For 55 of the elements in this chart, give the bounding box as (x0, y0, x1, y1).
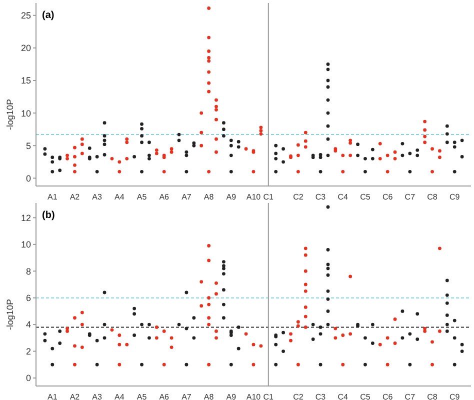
x-tick-label: A7 (182, 192, 192, 202)
x-tick-label: C2 (293, 392, 304, 400)
x-tick-label: C9 (449, 192, 460, 202)
x-tick-label: C7 (404, 192, 416, 202)
x-tick-label: C1 (263, 192, 274, 202)
x-tick-label: A8 (204, 392, 214, 400)
x-tick-label: A2 (70, 392, 80, 400)
annotation: (a) (42, 10, 54, 21)
y-tick-label: 8 (26, 266, 31, 276)
x-tick-label: C9 (449, 392, 460, 400)
x-tick-label: A1 (47, 192, 58, 202)
x-tick-label: A1 (47, 392, 58, 400)
y-tick-label: 6 (26, 293, 31, 304)
x-tick-label: C5 (360, 192, 371, 202)
x-tick-label: C2 (293, 192, 304, 202)
x-tick-label: A10 (246, 192, 262, 202)
x-tick-label: C6 (382, 392, 394, 400)
y-tick-label: 2 (26, 346, 31, 356)
y-axis-title: -log10P (5, 298, 16, 330)
x-tick-label: A7 (182, 392, 192, 400)
annotation: (b) (42, 210, 55, 221)
y-tick-label: 25 (20, 10, 31, 21)
y-tick-label: 5 (26, 140, 31, 151)
y-axis-title: -log10P (5, 98, 16, 130)
x-tick-label: A5 (136, 392, 148, 400)
x-tick-label: A3 (92, 392, 103, 400)
x-tick-label: A4 (114, 392, 125, 400)
x-tick-label: C4 (338, 392, 349, 400)
x-tick-label: A9 (226, 392, 237, 400)
x-tick-label: A10 (246, 392, 262, 400)
x-tick-label: C3 (315, 392, 326, 400)
y-tick-label: 10 (20, 240, 31, 250)
y-tick-label: 15 (20, 76, 31, 86)
x-tick-label: A5 (136, 192, 148, 202)
y-tick-label: 12 (20, 212, 31, 223)
x-tick-label: C4 (338, 192, 349, 202)
x-tick-label: C5 (360, 392, 371, 400)
x-tick-label: C8 (427, 392, 438, 400)
x-tick-label: C1 (263, 392, 274, 400)
x-tick-label: A9 (226, 192, 237, 202)
x-tick-label: A6 (159, 192, 170, 202)
x-tick-label: A6 (159, 392, 170, 400)
y-tick-label: 10 (20, 108, 31, 118)
x-tick-label: C7 (404, 392, 416, 400)
x-tick-label: A3 (92, 192, 103, 202)
y-tick-label: 0 (26, 373, 31, 384)
x-tick-label: A2 (70, 192, 80, 202)
y-tick-label: 4 (26, 320, 31, 330)
x-tick-label: A4 (114, 192, 125, 202)
y-tick-label: 20 (20, 43, 31, 54)
y-tick-label: 0 (26, 173, 31, 184)
x-tick-label: C6 (382, 192, 394, 202)
x-tick-label: C8 (427, 192, 438, 202)
x-tick-label: C3 (315, 192, 326, 202)
x-tick-label: A8 (204, 192, 214, 202)
